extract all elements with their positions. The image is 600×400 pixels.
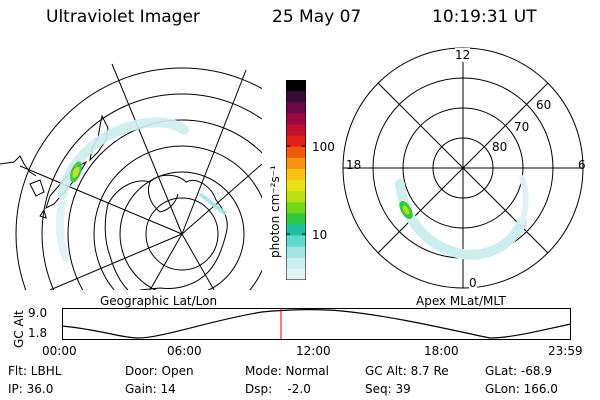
lat-circle xyxy=(41,93,262,290)
auroral-oval xyxy=(395,179,527,260)
auroral-oval-tail xyxy=(55,200,70,262)
timeline-ylabel: GC Alt xyxy=(12,310,26,348)
info-ip: IP: 36.0 xyxy=(8,382,54,396)
observation-time: 10:19:31 UT xyxy=(432,7,537,27)
info-mode: Mode: Normal xyxy=(245,364,329,378)
colorbar-unit-label: photon cm⁻²s⁻¹ xyxy=(268,165,282,258)
colorbar-band xyxy=(286,213,306,225)
auroral-bright-core xyxy=(72,166,80,178)
colorbar-band xyxy=(286,168,306,181)
lon-line xyxy=(19,165,183,235)
lat-circle xyxy=(93,145,262,290)
antarctica-coastline xyxy=(104,174,228,290)
mlt-label-12: 12 xyxy=(455,48,471,62)
colorbar-band xyxy=(286,202,306,214)
timeline-xtick-0600: 06:00 xyxy=(167,344,202,358)
info-door: Door: Open xyxy=(125,364,194,378)
auroral-oval-tail xyxy=(519,175,529,225)
timeline-xtick-1200: 12:00 xyxy=(296,344,331,358)
colorbar-band xyxy=(286,80,306,92)
antarctica-peninsula xyxy=(147,181,179,213)
colorbar-band xyxy=(286,113,306,125)
timeline-frame xyxy=(62,308,571,340)
info-glat: GLat: -68.9 xyxy=(485,364,552,378)
mlt-polar-plot xyxy=(342,47,584,289)
timeline-xtick-2359: 23:59 xyxy=(548,344,583,358)
colorbar-band xyxy=(286,180,306,192)
lon-line xyxy=(111,63,183,235)
colorbar-tick-label-10: 10 xyxy=(312,228,328,242)
gc-altitude-curve xyxy=(62,309,572,339)
mlat-label-70: 70 xyxy=(514,120,530,134)
geographic-caption: Geographic Lat/Lon xyxy=(100,294,218,308)
lon-line xyxy=(49,233,183,290)
info-flt: Flt: LBHL xyxy=(8,364,62,378)
timeline-xtick-0000: 00:00 xyxy=(42,344,77,358)
colorbar-band xyxy=(286,146,306,159)
info-dsp: Dsp: -2.0 xyxy=(245,382,311,396)
altitude-timeline xyxy=(62,308,572,340)
mlat-label-80: 80 xyxy=(492,140,508,154)
info-gain: Gain: 14 xyxy=(125,382,176,396)
lon-line xyxy=(181,163,262,235)
lon-line xyxy=(181,233,215,290)
colorbar-tick-label-100: 100 xyxy=(312,140,335,154)
colorbar-band xyxy=(286,135,306,148)
colorbar-band xyxy=(286,224,306,237)
stewart-island xyxy=(39,208,47,219)
colorbar-band xyxy=(286,268,306,280)
lat-circle xyxy=(145,197,219,271)
colorbar-band xyxy=(286,246,306,259)
colorbar-band xyxy=(286,235,306,248)
mlt-label-0: 0 xyxy=(469,276,477,290)
auroral-patch xyxy=(198,192,228,216)
australia-coast xyxy=(0,155,37,177)
lat-circle xyxy=(119,171,245,290)
colorbar-band xyxy=(286,91,306,103)
auroral-bright-core xyxy=(402,205,410,215)
lat-circle xyxy=(15,67,262,290)
colorbar-band xyxy=(286,124,306,137)
mlat-label-60: 60 xyxy=(536,98,552,112)
colorbar-band xyxy=(286,257,306,270)
colorbar-band xyxy=(286,157,306,170)
observation-date: 25 May 07 xyxy=(272,7,362,27)
instrument-title: Ultraviolet Imager xyxy=(46,7,200,27)
info-gc-alt: GC Alt: 8.7 Re xyxy=(365,364,449,378)
timeline-ytick-bottom: 1.8 xyxy=(28,326,48,340)
mlt-label-6: 6 xyxy=(578,158,586,172)
mlt-diagonal xyxy=(377,82,549,254)
timeline-xtick-1800: 18:00 xyxy=(424,344,459,358)
tasmania xyxy=(29,179,45,197)
colorbar-band xyxy=(286,191,306,203)
info-glon: GLon: 166.0 xyxy=(485,382,558,396)
colorbar-band xyxy=(286,102,306,114)
colorbar xyxy=(286,80,306,280)
lon-line xyxy=(149,233,183,290)
apex-caption: Apex MLat/MLT xyxy=(416,294,506,308)
mlt-label-18: 18 xyxy=(346,158,362,172)
lon-line xyxy=(181,69,247,235)
lat-circle xyxy=(67,119,262,290)
timeline-ytick-top: 9.0 xyxy=(28,306,48,320)
info-seq: Seq: 39 xyxy=(365,382,411,396)
geographic-map xyxy=(0,63,262,290)
